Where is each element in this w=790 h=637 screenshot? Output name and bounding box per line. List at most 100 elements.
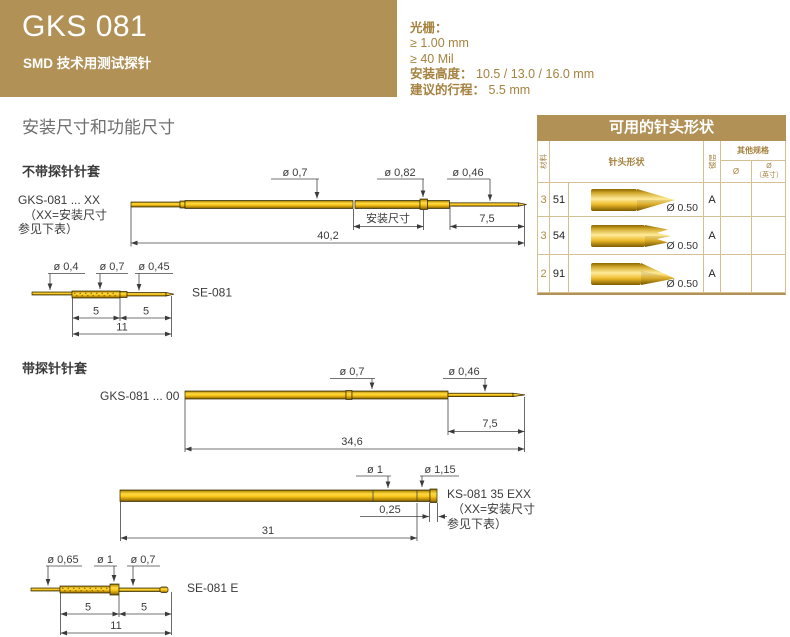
drawing-se081: SE-081 ø 0,4 ø 0,7 ø 0,45 5 5 xyxy=(31,261,232,337)
spec-block: 光栅： ≥ 1.00 mm ≥ 40 Mil 安装高度： 10.5 / 13.0… xyxy=(410,21,594,98)
dim-len-total: 31 xyxy=(262,525,274,537)
spec-mount-height: 安装高度： 10.5 / 13.0 / 16.0 mm xyxy=(410,67,594,82)
tip-cone-image xyxy=(591,188,675,211)
height-value: 10.5 / 13.0 / 16.0 mm xyxy=(476,67,595,82)
other-dia-value xyxy=(721,183,752,217)
probe-shape xyxy=(31,290,175,299)
dim-len-total: 34,6 xyxy=(341,436,362,448)
table-header: 材料 针头形状 镀层 其他规格 Ø Ø （英寸） xyxy=(538,141,786,183)
probe-shape xyxy=(184,390,526,400)
height-label: 安装高度： xyxy=(410,67,473,82)
dimension-lines: ø 0,7 ø 0,82 ø 0,46 安装尺寸 7,5 40,2 xyxy=(130,167,525,247)
dim-len2: 5 xyxy=(143,306,149,318)
part-note-2: 参见下表） xyxy=(447,516,507,531)
dim-len-tip: 7,5 xyxy=(482,418,497,430)
dim-mount: 安装尺寸 xyxy=(366,211,410,225)
tip-code: 91 xyxy=(550,255,569,293)
material-value: 3 xyxy=(538,183,550,217)
material-value: 2 xyxy=(538,255,550,293)
dim-len-tip: 7,5 xyxy=(479,213,494,225)
travel-label: 建议的行程： xyxy=(410,82,486,97)
section-title: 安装尺寸和功能尺寸 xyxy=(22,118,175,137)
table-row: 3 51 Ø 0.50 A xyxy=(538,183,786,217)
tip-code: 51 xyxy=(550,183,569,217)
drawing-se081e: SE-081 E ø 0,65 ø 1 ø 0,7 5 5 xyxy=(30,554,238,636)
spec-grid-mil: ≥ 40 Mil xyxy=(410,51,454,66)
plating-value: A xyxy=(704,255,721,293)
dim-dia1: ø 0,4 xyxy=(53,261,78,273)
plating-value: A xyxy=(704,183,721,217)
group2-title: 带探针针套 xyxy=(22,361,88,376)
plating-label: 镀层 xyxy=(707,154,717,169)
material-label: 材料 xyxy=(539,154,548,169)
dimension-lines: ø 1 ø 1,15 0,25 31 xyxy=(120,464,459,541)
dimension-lines: ø 0,7 ø 0,46 7,5 34,6 xyxy=(184,366,525,452)
dim-dia1: ø 0,7 xyxy=(282,167,307,179)
dim-len-total: 11 xyxy=(116,322,127,334)
part-number: KS-081 35 EXX xyxy=(447,487,531,501)
spec-grid-mm: ≥ 1.00 mm xyxy=(410,36,469,51)
dim-dia2: ø 1 xyxy=(97,554,113,566)
product-header: GKS 081 SMD 技术用测试探针 xyxy=(0,0,397,97)
spec-grid-label: 光栅： xyxy=(410,21,594,36)
group1-title: 不带探针针套 xyxy=(22,164,101,179)
drawing-gks081-xx: GKS-081 ... XX （XX=安装尺寸 参见下表） ø 0,7 ø 0,… xyxy=(18,167,527,247)
table-row: 3 54 Ø 0.50 A xyxy=(538,217,786,255)
part-note-2: 参见下表） xyxy=(18,221,78,236)
spec-travel: 建议的行程： 5.5 mm xyxy=(410,83,594,98)
col-header-dia-inch: Ø （英寸） xyxy=(752,161,786,183)
col-header-material: 材料 xyxy=(538,141,550,183)
probe-shape xyxy=(130,198,527,210)
part-note-1: （XX=安装尺寸 xyxy=(24,207,107,222)
col-header-dia: Ø xyxy=(721,161,752,183)
other-inch-value xyxy=(752,255,786,293)
tip-shape-cell: Ø 0.50 xyxy=(569,255,704,293)
dim-dia1: ø 0,65 xyxy=(47,554,78,566)
dim-dia2: ø 0,7 xyxy=(99,261,124,273)
dia-inch-symbol: Ø xyxy=(766,163,772,171)
material-value: 3 xyxy=(538,217,550,255)
part-number: GKS-081 ... XX xyxy=(18,193,100,207)
probe-shape xyxy=(30,583,169,596)
other-inch-value xyxy=(752,183,786,217)
other-inch-value xyxy=(752,217,786,255)
table-title: 可用的针头形状 xyxy=(537,115,786,141)
tip-shapes-table: 可用的针头形状 材料 针头形状 镀层 其他规格 Ø Ø （英寸） 3 51 xyxy=(537,115,786,295)
dim-len1: 0,25 xyxy=(379,504,400,516)
dimension-lines: ø 0,65 ø 1 ø 0,7 5 5 11 xyxy=(45,554,172,636)
drawing-gks081-00: GKS-081 ... 00 ø 0,7 ø 0,46 7,5 34,6 xyxy=(100,366,526,452)
col-header-plating: 镀层 xyxy=(704,141,721,183)
receptacle-shape xyxy=(119,488,438,503)
other-dia-value xyxy=(721,217,752,255)
grid-label: 光栅： xyxy=(410,21,448,35)
tip-shape-cell: Ø 0.50 xyxy=(569,217,704,255)
other-dia-value xyxy=(721,255,752,293)
dim-dia3: ø 0,46 xyxy=(452,167,483,179)
dia-inch-unit: （英寸） xyxy=(755,171,783,179)
tip-shape-cell: Ø 0.50 xyxy=(569,183,704,217)
product-subtitle: SMD 技术用测试探针 xyxy=(23,56,152,71)
dim-len-total: 40,2 xyxy=(317,230,338,242)
dim-dia2: ø 0,46 xyxy=(448,366,479,378)
dimension-lines: ø 0,4 ø 0,7 ø 0,45 5 5 11 xyxy=(47,261,173,337)
dim-len1: 5 xyxy=(85,602,91,614)
dim-dia1: ø 1 xyxy=(367,464,383,476)
travel-value: 5.5 mm xyxy=(488,82,531,97)
tip-crown-image xyxy=(591,224,671,247)
dim-len1: 5 xyxy=(93,306,99,318)
dim-dia2: ø 1,15 xyxy=(424,464,455,476)
dim-len-total: 11 xyxy=(110,620,121,632)
dim-dia3: ø 0,7 xyxy=(130,554,155,566)
tip-diameter: Ø 0.50 xyxy=(666,202,698,214)
part-note-1: （XX=安装尺寸 xyxy=(452,501,535,516)
table-body: 材料 针头形状 镀层 其他规格 Ø Ø （英寸） 3 51 xyxy=(537,141,786,295)
part-label-group: KS-081 35 EXX （XX=安装尺寸 参见下表） xyxy=(447,487,535,531)
tip-code: 54 xyxy=(550,217,569,255)
dim-len2: 5 xyxy=(141,602,147,614)
tip-diameter: Ø 0.50 xyxy=(666,240,698,252)
part-number: GKS-081 ... 00 xyxy=(100,389,180,403)
dim-dia2: ø 0,82 xyxy=(384,167,415,179)
col-header-other-specs: 其他规格 xyxy=(721,141,786,161)
table-row: 2 91 Ø 0.50 A xyxy=(538,255,786,293)
